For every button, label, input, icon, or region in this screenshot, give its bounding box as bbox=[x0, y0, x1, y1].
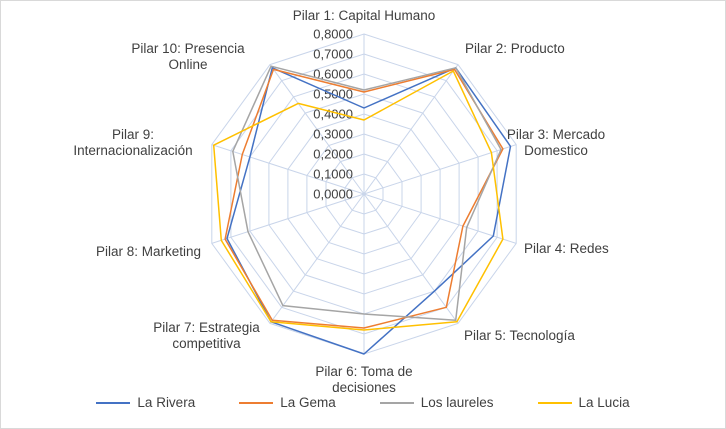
legend-label-la-lucia: La Lucia bbox=[578, 395, 630, 410]
axis-label-pilar-3: Pilar 3: Mercado Domestico bbox=[506, 127, 606, 158]
legend: La Rivera La Gema Los laureles La Lucia bbox=[1, 395, 725, 410]
axis-label-pilar-8: Pilar 8: Marketing bbox=[95, 244, 201, 259]
series-polygon-la-lucia bbox=[212, 70, 504, 331]
legend-swatch-los-laureles bbox=[379, 401, 414, 404]
radial-tick-label: 0,8000 bbox=[313, 27, 353, 42]
legend-item-la-rivera: La Rivera bbox=[96, 395, 195, 410]
series-lines bbox=[212, 65, 512, 355]
legend-item-la-gema: La Gema bbox=[239, 395, 336, 410]
radial-tick-label: 0,3000 bbox=[313, 127, 353, 142]
legend-item-la-lucia: La Lucia bbox=[537, 395, 630, 410]
axis-label-pilar-2: Pilar 2: Producto bbox=[465, 41, 565, 56]
radar-spoke bbox=[363, 64, 459, 195]
legend-swatch-la-lucia bbox=[537, 401, 572, 404]
axis-label-pilar-7: Pilar 7: Estrategia competitiva bbox=[153, 320, 260, 351]
axis-label-pilar-1: Pilar 1: Capital Humano bbox=[292, 8, 436, 23]
radial-tick-label: 0,2000 bbox=[313, 147, 353, 162]
radar-spoke bbox=[269, 193, 365, 324]
legend-label-los-laureles: Los laureles bbox=[420, 395, 494, 410]
radar-spoke bbox=[363, 193, 517, 244]
radial-tick-label: 0,0000 bbox=[313, 187, 353, 202]
legend-swatch-la-gema bbox=[239, 401, 274, 404]
axis-label-pilar-4: Pilar 4: Redes bbox=[524, 241, 609, 256]
series-polygon-los-laureles bbox=[232, 65, 502, 321]
legend-label-la-rivera: La Rivera bbox=[137, 395, 196, 410]
radar-spoke bbox=[269, 64, 365, 195]
radar-spoke bbox=[211, 193, 365, 244]
radar-spoke bbox=[211, 144, 365, 195]
radial-axis-tick-labels: 0,00000,10000,20000,30000,40000,50000,60… bbox=[313, 27, 353, 202]
radial-tick-label: 0,7000 bbox=[313, 47, 353, 62]
legend-label-la-gema: La Gema bbox=[280, 395, 336, 410]
radar-spoke bbox=[363, 193, 459, 324]
axis-label-pilar-10: Pilar 10: Presencia Online bbox=[131, 41, 245, 72]
axis-label-pilar-6: Pilar 6: Toma de decisiones bbox=[315, 364, 413, 395]
series-polygon-la-rivera bbox=[226, 67, 512, 355]
axis-label-pilar-5: Pilar 5: Tecnología bbox=[464, 328, 575, 343]
legend-swatch-la-rivera bbox=[96, 401, 131, 404]
radial-tick-label: 0,1000 bbox=[313, 167, 353, 182]
legend-item-los-laureles: Los laureles bbox=[379, 395, 494, 410]
axis-label-pilar-9: Pilar 9: Internacionalización bbox=[73, 127, 193, 158]
radial-tick-label: 0,6000 bbox=[313, 67, 353, 82]
